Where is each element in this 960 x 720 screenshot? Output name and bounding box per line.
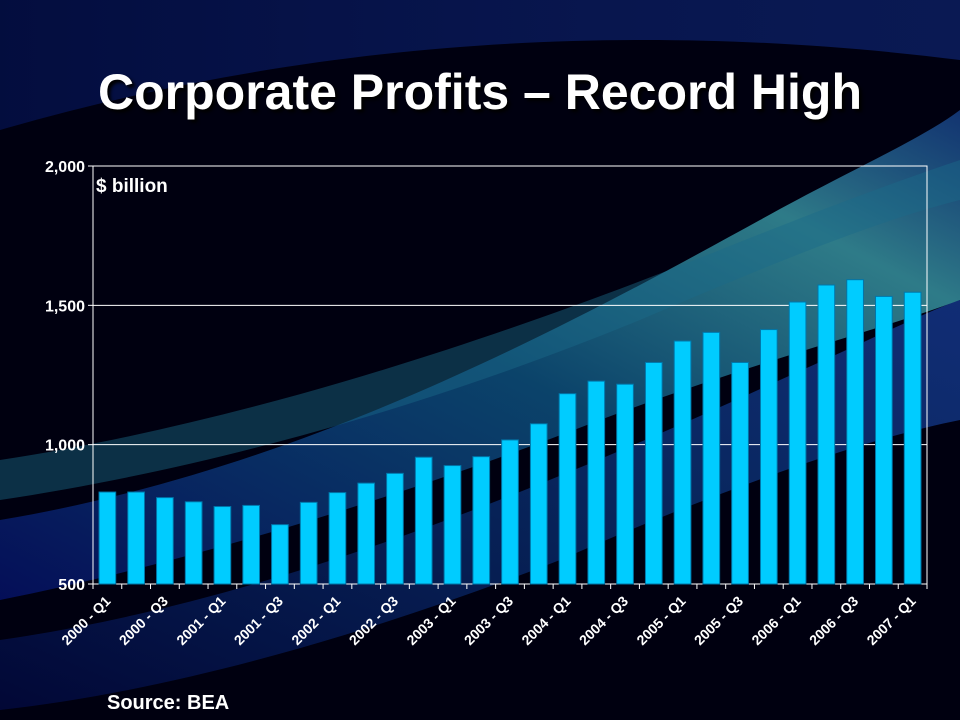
y-tick-label: 1,000 bbox=[45, 438, 85, 455]
bar bbox=[673, 340, 692, 585]
bar bbox=[98, 491, 117, 585]
bar bbox=[386, 472, 404, 585]
bar bbox=[558, 393, 577, 585]
x-tick-label: 2002 - Q3 bbox=[346, 593, 401, 648]
bar bbox=[271, 524, 289, 585]
bar bbox=[184, 501, 203, 585]
bar bbox=[731, 361, 749, 585]
bar bbox=[127, 491, 145, 585]
bar bbox=[443, 465, 462, 585]
y-axis-tick-labels: 500 1,000 1,500 2,000 bbox=[45, 159, 93, 594]
y-tick-label: 1,500 bbox=[45, 298, 85, 315]
x-tick-label: 2002 - Q1 bbox=[288, 593, 343, 648]
bar bbox=[846, 279, 864, 585]
bar bbox=[213, 506, 232, 585]
bar bbox=[501, 439, 519, 585]
bar bbox=[299, 501, 318, 585]
x-tick-label: 2000 - Q3 bbox=[116, 593, 171, 648]
bar bbox=[472, 456, 491, 585]
bar bbox=[242, 504, 261, 585]
x-tick-label: 2005 - Q1 bbox=[633, 593, 688, 648]
bar-series bbox=[98, 279, 922, 585]
bar bbox=[903, 291, 922, 585]
bar bbox=[529, 423, 548, 585]
bar bbox=[788, 301, 807, 585]
x-tick-label: 2006 - Q1 bbox=[748, 593, 803, 648]
bar bbox=[357, 482, 376, 585]
x-tick-label: 2003 - Q3 bbox=[461, 593, 516, 648]
x-tick-label: 2004 - Q3 bbox=[576, 593, 631, 648]
y-tick-label: 500 bbox=[58, 577, 85, 594]
bar bbox=[875, 295, 893, 585]
bar bbox=[817, 284, 836, 585]
bar bbox=[616, 383, 634, 585]
bar bbox=[587, 380, 606, 585]
slide-title: Corporate Profits – Record High bbox=[98, 64, 862, 120]
bar bbox=[759, 329, 778, 585]
x-tick-label: 2001 - Q1 bbox=[173, 593, 228, 648]
x-tick-label: 2003 - Q1 bbox=[403, 593, 458, 648]
x-axis-tick-labels: 2000 - Q1 2000 - Q3 2001 - Q1 2001 - Q3 2002… bbox=[58, 584, 928, 648]
source-note: Source: BEA bbox=[107, 692, 230, 714]
x-tick-label: 2000 - Q1 bbox=[58, 593, 113, 648]
x-tick-label: 2001 - Q3 bbox=[231, 593, 286, 648]
x-tick-label: 2007 - Q1 bbox=[863, 593, 918, 648]
y-tick-label: 2,000 bbox=[45, 159, 85, 176]
bar bbox=[702, 331, 721, 585]
bar bbox=[414, 456, 433, 585]
bar bbox=[328, 492, 347, 585]
x-tick-label: 2005 - Q3 bbox=[691, 593, 746, 648]
x-tick-label: 2004 - Q1 bbox=[518, 593, 573, 648]
x-tick-label: 2006 - Q3 bbox=[806, 593, 861, 648]
bar bbox=[156, 497, 174, 585]
y-axis-label: $ billion bbox=[96, 176, 168, 197]
bar bbox=[644, 361, 663, 585]
